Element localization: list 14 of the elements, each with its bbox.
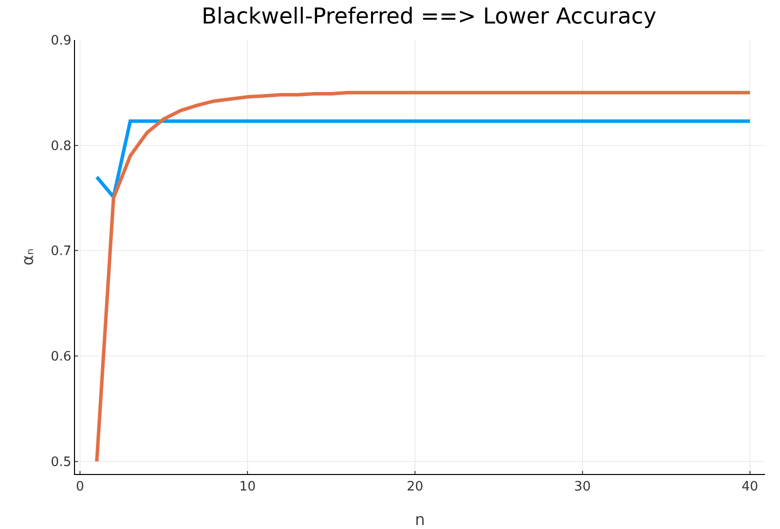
y-tick-label: 0.6 [50, 350, 72, 365]
y-tick-label: 0.7 [50, 244, 72, 260]
chart-title: Blackwell-Preferred ==> Lower Accuracy [202, 4, 656, 30]
x-tick-label: 0 [76, 480, 84, 495]
x-tick-label: 30 [574, 480, 591, 495]
x-axis-title: n [414, 510, 426, 529]
line-series [95, 90, 752, 464]
x-tick-label: 10 [239, 480, 256, 495]
x-tick-label: 40 [742, 480, 758, 495]
x-tick-label: 20 [406, 480, 424, 495]
y-tick-label: 0.8 [50, 138, 72, 154]
y-axis-title: αₙ [18, 248, 37, 266]
y-tick-label: 0.9 [50, 34, 72, 49]
y-tick-label: 0.5 [50, 454, 72, 470]
